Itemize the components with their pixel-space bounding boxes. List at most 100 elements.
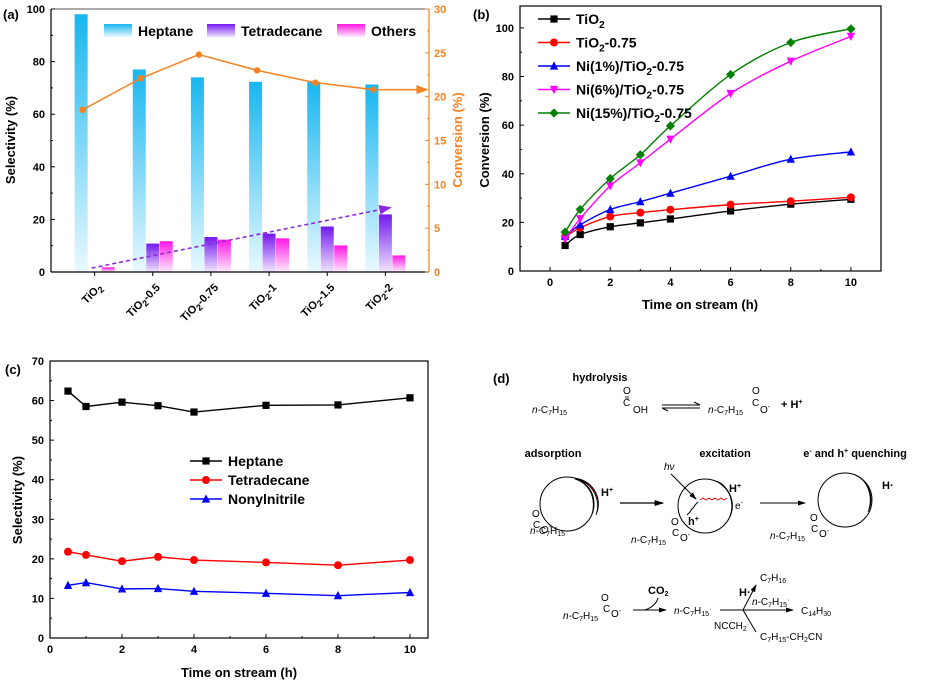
data-point bbox=[82, 402, 90, 411]
panel-c-chart: (c) 0 10 20 30 40 50 60 70 0 2 4 6 8 10 Heptane Tetrad… bbox=[5, 356, 429, 680]
bar-tetradecane bbox=[320, 226, 334, 272]
xtick-label: TiO2-1 bbox=[247, 282, 280, 315]
data-point bbox=[261, 588, 271, 597]
equilibrium-arrow bbox=[661, 401, 701, 412]
bar-others bbox=[217, 239, 231, 272]
data-point bbox=[846, 32, 856, 41]
panel-c-series bbox=[63, 387, 415, 600]
legend-label: Ni(1%)/TiO2-0.75 bbox=[576, 58, 684, 78]
panel-tag-d: (d) bbox=[493, 371, 510, 386]
proton-label-2: H+ bbox=[729, 483, 741, 495]
series-line bbox=[67, 390, 411, 413]
step-excitation: excitation bbox=[699, 448, 751, 460]
hole-path bbox=[686, 501, 699, 516]
branch-nc-label: NCCH2· bbox=[714, 621, 749, 633]
carboxylate-molecule: n-C7H15 C O O- + H+ bbox=[708, 386, 803, 417]
ytick-label: 20 bbox=[32, 554, 44, 566]
panel-c-axes: 0 10 20 30 40 50 60 70 0 2 4 6 8 10 bbox=[32, 356, 429, 656]
ytick-label: 40 bbox=[502, 169, 514, 181]
carboxylate-chain-label: n-C7H15 bbox=[708, 405, 743, 417]
legend-label-heptane: Heptane bbox=[138, 23, 193, 39]
data-point bbox=[118, 557, 126, 566]
scheme-o: O bbox=[601, 593, 609, 604]
adsorbed-c-3: C bbox=[811, 524, 818, 535]
series-line bbox=[67, 551, 411, 566]
ytick-right-label: 30 bbox=[434, 4, 446, 16]
legend-label: Nonylnitrile bbox=[228, 491, 305, 507]
data-point bbox=[82, 550, 90, 559]
data-point bbox=[405, 587, 415, 597]
ytick-label: 20 bbox=[502, 217, 514, 229]
adsorbed-o-1: O bbox=[532, 509, 540, 520]
xtick-label: TiO2-1.5 bbox=[299, 282, 339, 322]
acid-carbonyl-o: O bbox=[623, 386, 631, 397]
panel-b-chart: (b) 0 20 40 60 80 100 0 2 4 6 8 10 TiO2 TiO2-0.75 Ni(… bbox=[473, 5, 882, 312]
ytick-label: 0 bbox=[39, 267, 45, 279]
legend-label-others: Others bbox=[371, 23, 416, 39]
product-tetradecane: C14H30 bbox=[801, 606, 831, 618]
data-point bbox=[636, 219, 644, 227]
legend-label: TiO2 bbox=[576, 11, 605, 31]
data-point bbox=[334, 561, 342, 570]
adsorbed-ominus-1: O- bbox=[541, 524, 552, 536]
panel-tag-b: (b) bbox=[473, 7, 490, 22]
bar-others bbox=[392, 255, 406, 272]
data-point bbox=[81, 578, 91, 587]
data-point bbox=[666, 205, 675, 214]
panel-b-xlabel: Time on stream (h) bbox=[642, 297, 758, 312]
bar-tetradecane bbox=[204, 237, 218, 272]
legend-marker bbox=[549, 61, 559, 70]
xtick-label: TiO2-2 bbox=[364, 282, 397, 315]
ytick-label: 0 bbox=[508, 266, 514, 278]
panel-d-mechanism: (d) hydrolysis n-C7H15 C O OH n-C7H15 C … bbox=[493, 371, 907, 644]
trend-arrow-line bbox=[91, 205, 392, 269]
legend-marker bbox=[202, 476, 210, 484]
bar-heptane bbox=[190, 77, 204, 272]
data-point bbox=[726, 171, 735, 180]
conversion-point bbox=[79, 106, 86, 114]
ytick-label: 50 bbox=[32, 435, 44, 447]
acid-carbon: C bbox=[623, 398, 630, 409]
data-point bbox=[725, 69, 736, 80]
panel-c-legend: Heptane Tetradecane Nonylnitrile bbox=[190, 453, 310, 507]
legend-label: Tetradecane bbox=[228, 472, 310, 488]
series-line bbox=[67, 581, 411, 597]
ytick-right-label: 0 bbox=[434, 267, 440, 279]
bar-tetradecane bbox=[262, 233, 276, 272]
ytick-label: 40 bbox=[32, 475, 44, 487]
bar-tetradecane bbox=[146, 243, 160, 272]
data-point bbox=[153, 583, 163, 593]
legend-marker bbox=[550, 15, 558, 23]
data-point bbox=[635, 150, 645, 160]
bar-heptane bbox=[249, 81, 263, 272]
acid-chain-label: n-C7H15 bbox=[532, 405, 567, 417]
bar-tetradecane bbox=[378, 214, 392, 272]
cyanomethylation-arrow bbox=[742, 609, 757, 633]
data-point bbox=[561, 241, 569, 250]
bar-others bbox=[159, 241, 173, 272]
bar-others bbox=[101, 267, 115, 272]
xtick-label: 10 bbox=[845, 277, 857, 289]
adsorbed-c-2: C bbox=[672, 528, 679, 539]
legend-label: Heptane bbox=[228, 453, 283, 469]
data-point bbox=[846, 147, 856, 156]
data-point bbox=[786, 57, 795, 66]
bar-heptane bbox=[365, 84, 379, 272]
data-point bbox=[606, 182, 615, 191]
branch-h-label: H· bbox=[739, 587, 751, 599]
panel-a-ylabel-right: Conversion (%) bbox=[450, 92, 465, 187]
data-point bbox=[117, 584, 127, 593]
ytick-label: 30 bbox=[32, 514, 44, 526]
panel-tag-a: (a) bbox=[3, 7, 19, 22]
xtick-label: TiO2-0.5 bbox=[125, 282, 165, 322]
particle-excitation: hν H+ e- h+ n-C7H15 O C O- bbox=[631, 462, 744, 547]
conversion-point bbox=[253, 67, 261, 74]
ytick-label: 60 bbox=[502, 120, 514, 132]
product-nitrile: C7H15-CH2CN bbox=[760, 632, 822, 644]
proton-label: + H+ bbox=[781, 399, 803, 411]
data-point bbox=[64, 387, 72, 395]
ytick-label: 80 bbox=[502, 72, 514, 84]
xtick-label: TiO2-0.75 bbox=[178, 282, 222, 326]
data-point bbox=[606, 212, 615, 221]
bar-heptane bbox=[307, 81, 321, 272]
